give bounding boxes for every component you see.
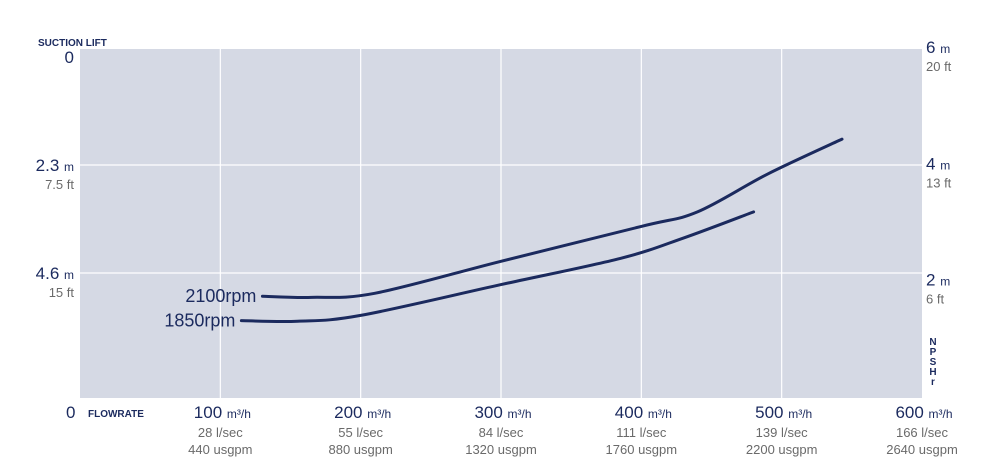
series-line-2100rpm	[260, 137, 844, 299]
x-tick-sub1: 84 l/sec	[479, 425, 524, 440]
x-tick-sub1: 28 l/sec	[198, 425, 243, 440]
x-tick-label: 100 m³/h	[194, 403, 251, 422]
right-axis-title-letter: P	[930, 347, 937, 358]
bottom-axis-title: FLOWRATE	[88, 409, 144, 420]
series-label-2100rpm: 2100rpm	[185, 286, 256, 306]
x-tick-unit: m³/h	[227, 407, 251, 421]
grid-lines	[80, 49, 922, 398]
right-tick-sub: 6 ft	[926, 292, 944, 307]
left-axis-ticks: 0 2.3 m 7.5 ft 4.6 m 15 ft	[36, 48, 75, 300]
x-zero-label: 0	[66, 403, 75, 422]
left-tick-label: 0	[65, 48, 74, 67]
right-tick-label: 4 m	[926, 154, 950, 173]
x-tick-sub2: 440 usgpm	[188, 442, 252, 457]
left-tick-unit: m	[64, 160, 74, 174]
right-tick-unit: m	[940, 42, 950, 56]
x-tick-sub1: 111 l/sec	[616, 425, 667, 440]
x-tick-label: 300 m³/h	[474, 403, 531, 422]
right-axis-title-letter: S	[930, 357, 937, 368]
right-axis-title-letter: N	[929, 337, 936, 348]
x-tick-unit: m³/h	[929, 407, 953, 421]
x-tick-label: 400 m³/h	[615, 403, 672, 422]
right-tick-label: 6 m	[926, 38, 950, 57]
x-tick-unit: m³/h	[508, 407, 532, 421]
right-tick-unit: m	[940, 275, 950, 289]
right-tick-sub: 20 ft	[926, 59, 952, 74]
x-tick-sub2: 880 usgpm	[329, 442, 393, 457]
x-tick-label: 500 m³/h	[755, 403, 812, 422]
left-tick-sub: 7.5 ft	[45, 177, 74, 192]
series-label-1850rpm: 1850rpm	[164, 311, 235, 331]
series-line-1850rpm	[239, 210, 756, 324]
right-axis-ticks: 6 m 20 ft 4 m 13 ft 2 m 6 ft	[926, 38, 952, 307]
x-tick-unit: m³/h	[788, 407, 812, 421]
left-tick-label: 2.3 m	[36, 156, 74, 175]
x-tick-sub2: 1320 usgpm	[465, 442, 537, 457]
x-tick-sub1: 139 l/sec	[756, 425, 809, 440]
right-tick-unit: m	[940, 158, 950, 172]
x-axis-ticks: 100 m³/h 28 l/sec 440 usgpm 200 m³/h 55 l/se…	[188, 403, 958, 457]
left-tick-sub: 15 ft	[49, 285, 75, 300]
x-tick-unit: m³/h	[367, 407, 391, 421]
left-tick-label: 4.6 m	[36, 264, 74, 283]
series-labels: 2100rpm 1850rpm	[164, 286, 256, 330]
right-axis-title-letter: r	[931, 377, 935, 388]
x-tick-sub2: 1760 usgpm	[606, 442, 678, 457]
right-axis-title-letter: H	[929, 367, 936, 378]
left-axis-title: SUCTION LIFT	[38, 38, 107, 49]
x-tick-label: 200 m³/h	[334, 403, 391, 422]
left-tick-unit: m	[64, 268, 74, 282]
right-tick-sub: 13 ft	[926, 175, 952, 190]
x-tick-sub2: 2640 usgpm	[886, 442, 958, 457]
x-tick-sub1: 166 l/sec	[896, 425, 949, 440]
x-tick-sub2: 2200 usgpm	[746, 442, 818, 457]
curves	[239, 137, 844, 324]
x-tick-unit: m³/h	[648, 407, 672, 421]
x-tick-label: 600 m³/h	[895, 403, 952, 422]
right-tick-label: 2 m	[926, 271, 950, 290]
x-tick-sub1: 55 l/sec	[338, 425, 383, 440]
